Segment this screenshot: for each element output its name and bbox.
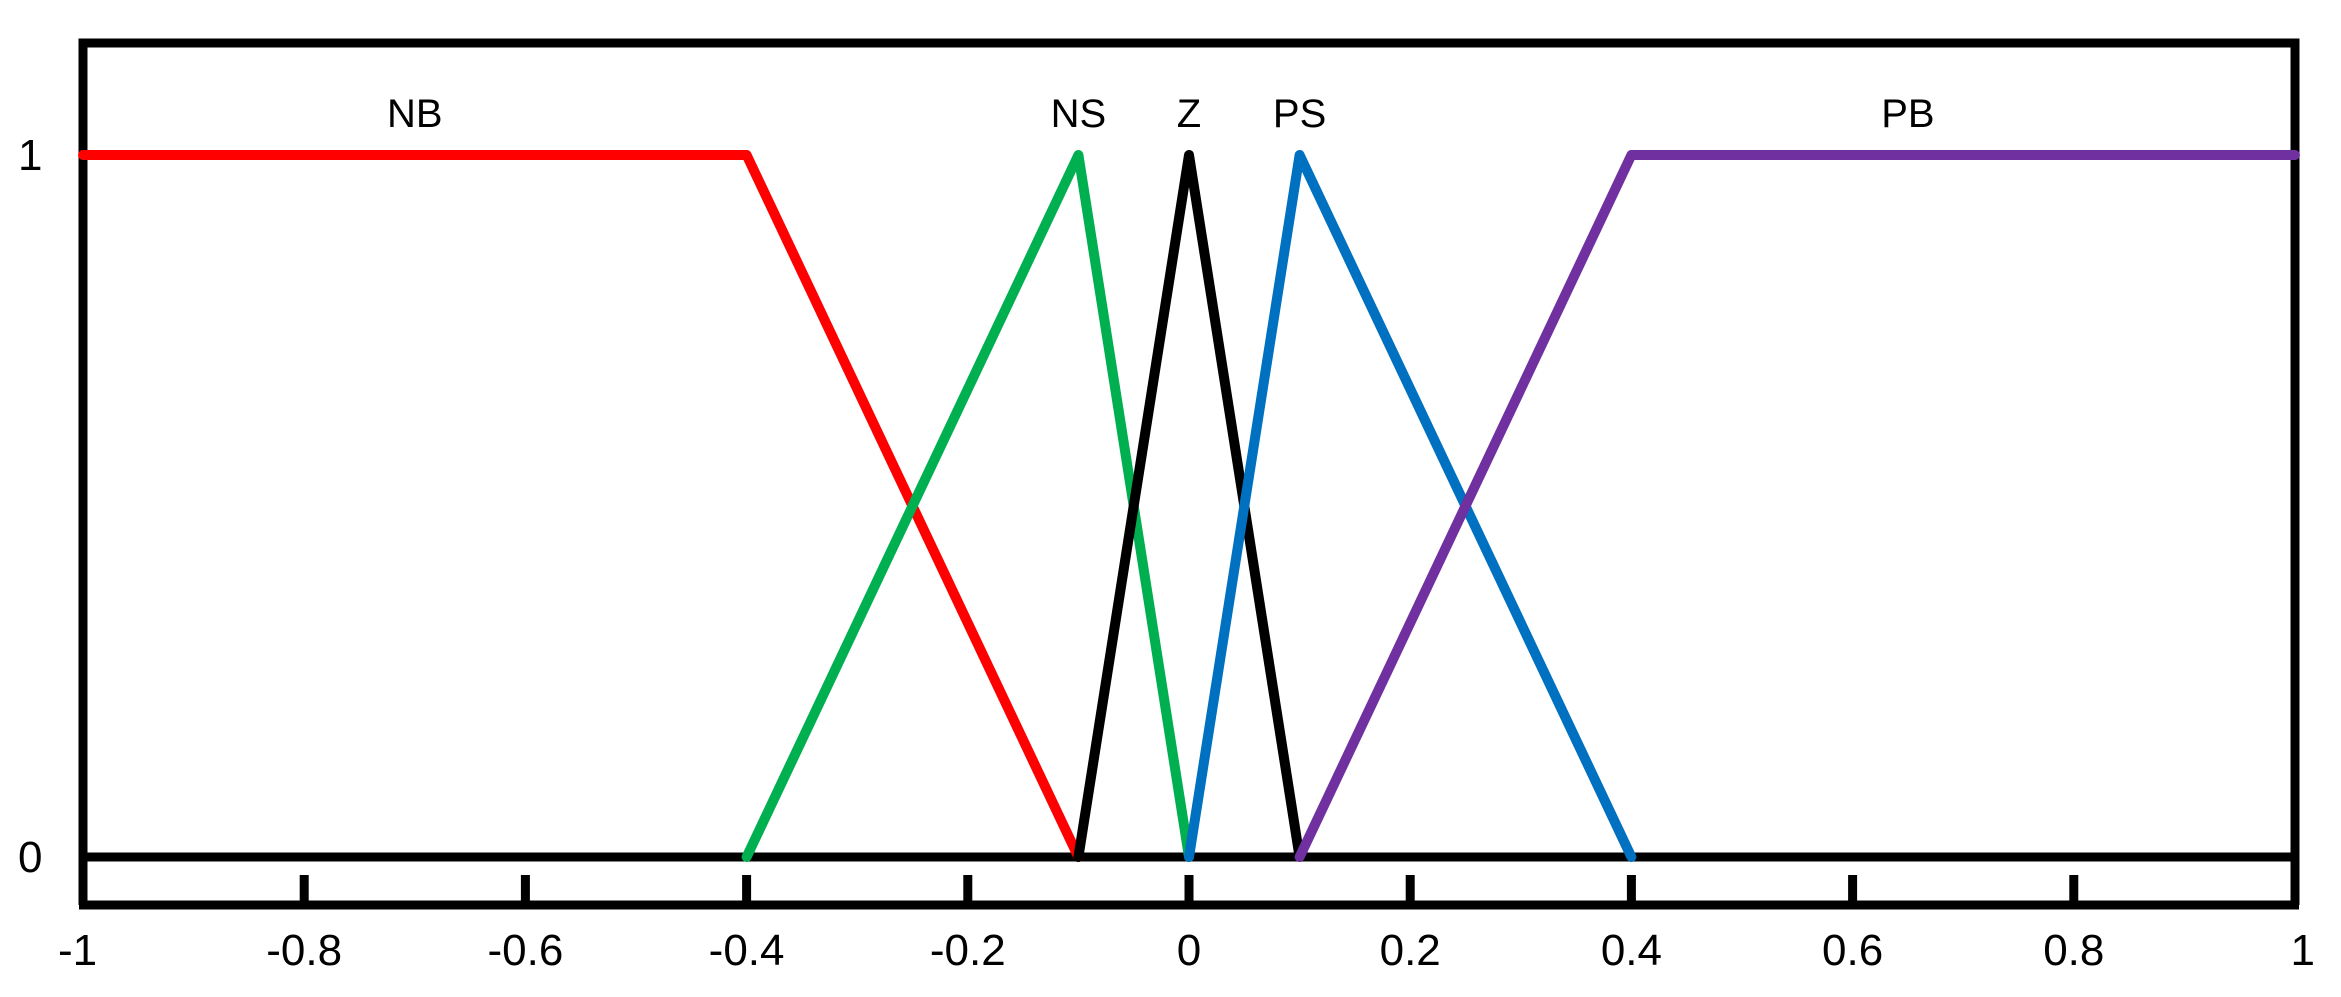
series-label-ns: NS bbox=[1051, 92, 1107, 136]
x-tick-label: 0.8 bbox=[2043, 926, 2104, 975]
x-tick-label: 1 bbox=[2291, 926, 2315, 975]
x-tick-label: -0.8 bbox=[266, 926, 342, 975]
series-label-ps: PS bbox=[1273, 92, 1326, 136]
x-axis: -1 -0.8 -0.6 -0.4 -0.2 0 0.2 0.4 0.6 0.8 1 bbox=[58, 875, 2315, 975]
series-label-nb: NB bbox=[387, 92, 443, 136]
series-label-z: Z bbox=[1177, 92, 1201, 136]
x-tick-label: 0.2 bbox=[1380, 926, 1441, 975]
series-line-nb bbox=[78, 150, 1084, 862]
x-tick-label: 0.6 bbox=[1822, 926, 1883, 975]
series-labels: NB NS Z PS PB bbox=[387, 92, 1935, 136]
series-line-pb bbox=[1294, 150, 2300, 862]
series-line-ps bbox=[1184, 150, 1637, 862]
x-tick-label: 0.4 bbox=[1601, 926, 1662, 975]
y-tick-label: 0 bbox=[18, 833, 42, 882]
x-tick-label: -0.6 bbox=[487, 926, 563, 975]
series-line-z bbox=[1073, 150, 1305, 862]
series-group bbox=[78, 150, 2300, 862]
plot-border bbox=[78, 38, 2300, 905]
series-label-pb: PB bbox=[1881, 92, 1934, 136]
x-tick-label: -0.2 bbox=[930, 926, 1006, 975]
x-tick-label: 0 bbox=[1177, 926, 1201, 975]
y-tick-label: 1 bbox=[18, 131, 42, 180]
x-tick-label: -0.4 bbox=[709, 926, 785, 975]
x-tick-label: -1 bbox=[58, 926, 97, 975]
y-axis: 01 bbox=[18, 131, 42, 882]
series-line-ns bbox=[741, 150, 1194, 862]
